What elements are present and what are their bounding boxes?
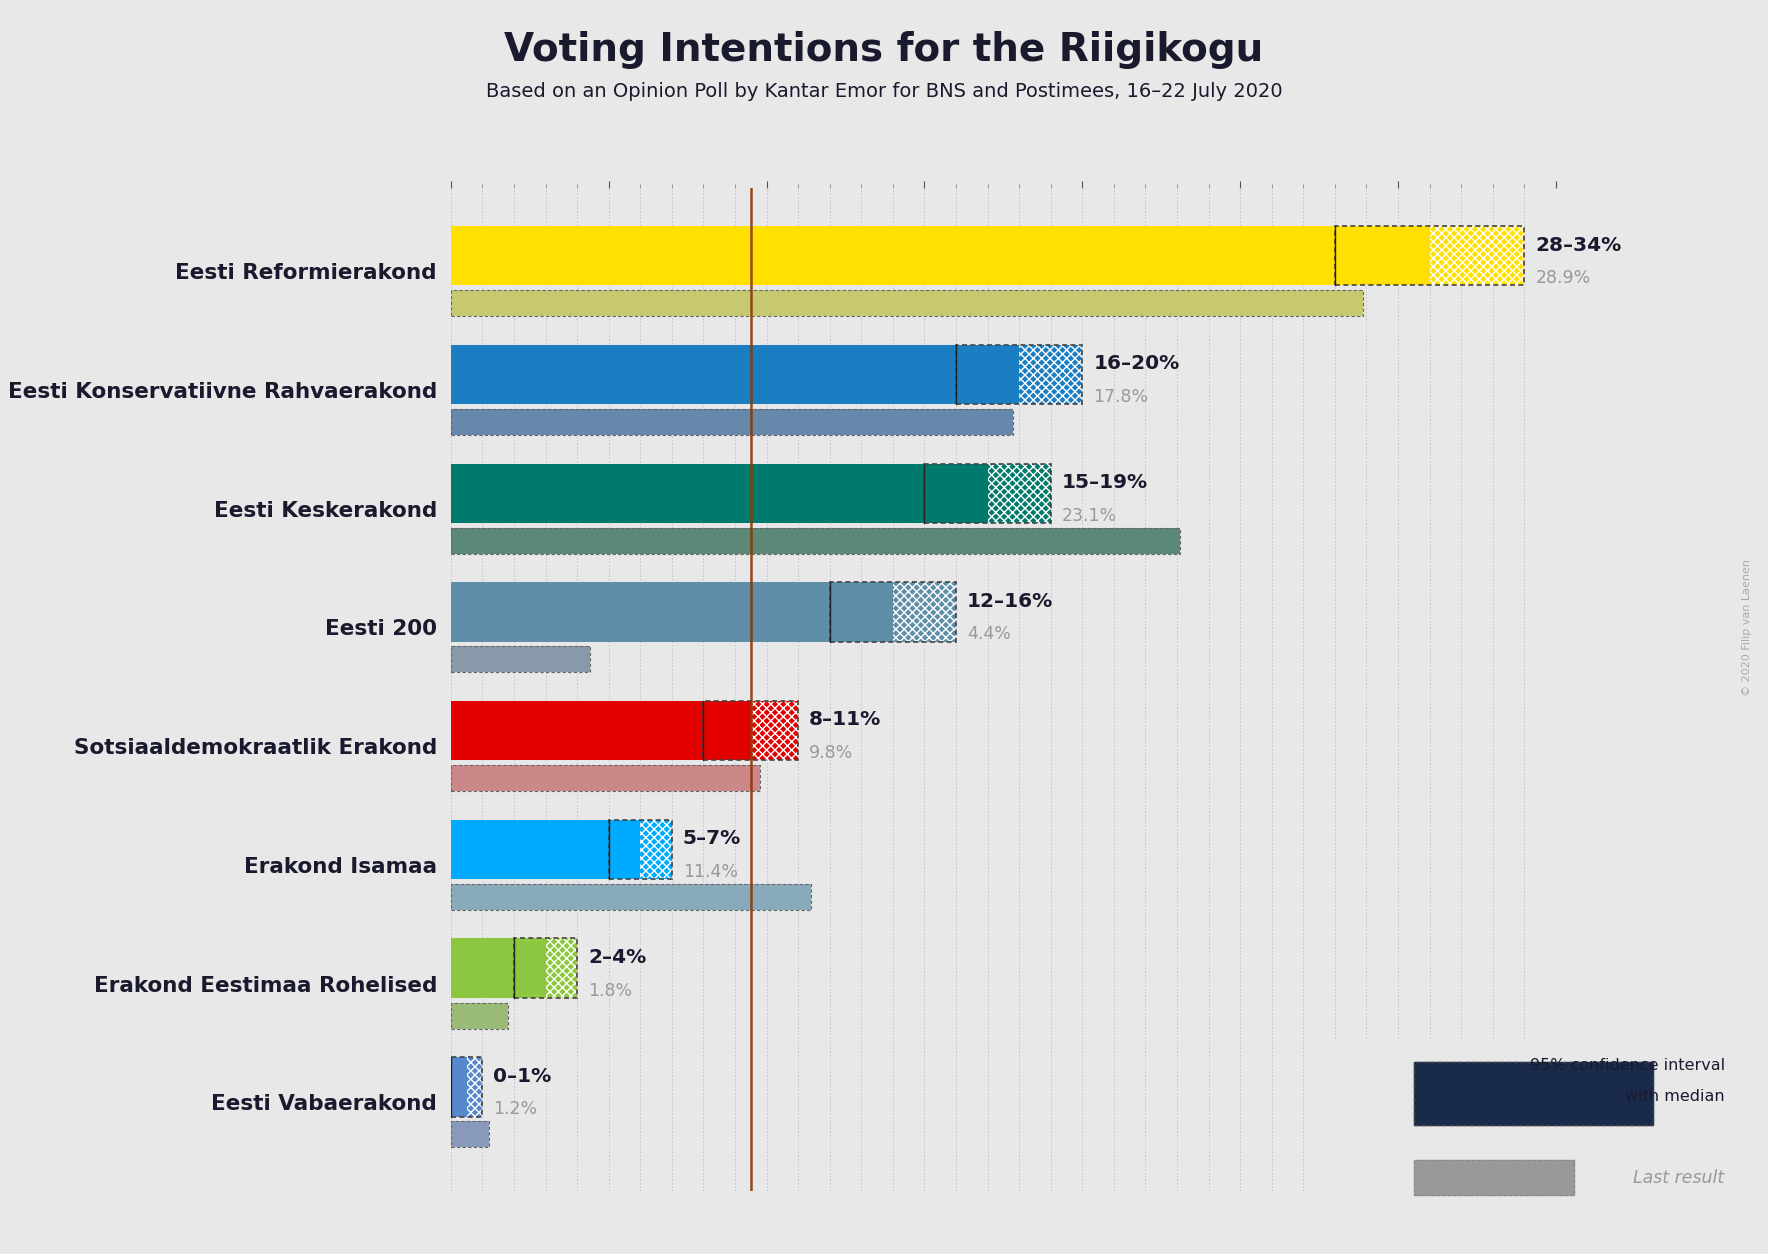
Bar <box>451 1057 483 1116</box>
Bar <box>1414 1062 1533 1125</box>
Bar <box>640 820 672 879</box>
Bar <box>451 938 546 998</box>
Text: with median: with median <box>1625 1090 1726 1105</box>
Text: 16–20%: 16–20% <box>1093 355 1179 374</box>
Bar <box>451 290 1363 316</box>
Text: Based on an Opinion Poll by Kantar Emor for BNS and Postimees, 16–22 July 2020: Based on an Opinion Poll by Kantar Emor … <box>486 82 1282 100</box>
Bar <box>704 701 797 760</box>
Text: 15–19%: 15–19% <box>1063 473 1147 492</box>
Bar <box>451 582 893 642</box>
Text: 4.4%: 4.4% <box>967 626 1011 643</box>
Bar <box>451 884 812 910</box>
Bar <box>608 820 672 879</box>
Text: 1.8%: 1.8% <box>589 982 633 999</box>
Text: 2–4%: 2–4% <box>589 948 647 967</box>
Text: 12–16%: 12–16% <box>967 592 1054 611</box>
Text: Voting Intentions for the Riigikogu: Voting Intentions for the Riigikogu <box>504 31 1264 69</box>
Bar <box>451 884 812 910</box>
Bar <box>451 464 988 523</box>
Text: 8–11%: 8–11% <box>810 711 882 730</box>
Bar <box>956 345 1082 404</box>
Bar <box>514 938 576 998</box>
Bar <box>1414 1062 1653 1125</box>
Bar <box>451 820 640 879</box>
Bar <box>451 290 1363 316</box>
Bar <box>451 226 1430 286</box>
Bar <box>451 646 591 672</box>
Text: 17.8%: 17.8% <box>1093 387 1149 406</box>
Bar <box>451 345 1018 404</box>
Bar <box>451 701 751 760</box>
Text: 9.8%: 9.8% <box>810 744 854 762</box>
Bar <box>829 582 956 642</box>
Text: © 2020 Filip van Laenen: © 2020 Filip van Laenen <box>1741 558 1752 696</box>
Bar <box>451 1002 507 1028</box>
Bar <box>451 409 1013 435</box>
Text: 28–34%: 28–34% <box>1535 236 1621 255</box>
Text: 5–7%: 5–7% <box>682 829 741 848</box>
Bar <box>451 1121 488 1147</box>
Text: 28.9%: 28.9% <box>1535 270 1591 287</box>
Bar <box>1430 226 1524 286</box>
Text: 23.1%: 23.1% <box>1063 507 1117 524</box>
Bar <box>451 646 591 672</box>
Text: 11.4%: 11.4% <box>682 863 737 882</box>
Bar <box>1018 345 1082 404</box>
Bar <box>546 938 576 998</box>
Bar <box>451 765 760 791</box>
Bar <box>451 528 1181 554</box>
Text: 95% confidence interval: 95% confidence interval <box>1529 1058 1726 1073</box>
Bar <box>451 1057 467 1116</box>
Bar <box>1335 226 1524 286</box>
Text: 0–1%: 0–1% <box>493 1067 552 1086</box>
Bar <box>893 582 956 642</box>
Bar <box>1414 1160 1574 1195</box>
Bar <box>451 765 760 791</box>
Bar <box>451 528 1181 554</box>
Text: Last result: Last result <box>1634 1169 1726 1186</box>
Bar <box>1535 1062 1653 1125</box>
Bar <box>467 1057 483 1116</box>
Bar <box>451 1002 507 1028</box>
Bar <box>1414 1160 1574 1195</box>
Bar <box>925 464 1050 523</box>
Text: 1.2%: 1.2% <box>493 1100 537 1119</box>
Bar <box>451 409 1013 435</box>
Bar <box>451 1121 488 1147</box>
Bar <box>988 464 1050 523</box>
Bar <box>751 701 797 760</box>
